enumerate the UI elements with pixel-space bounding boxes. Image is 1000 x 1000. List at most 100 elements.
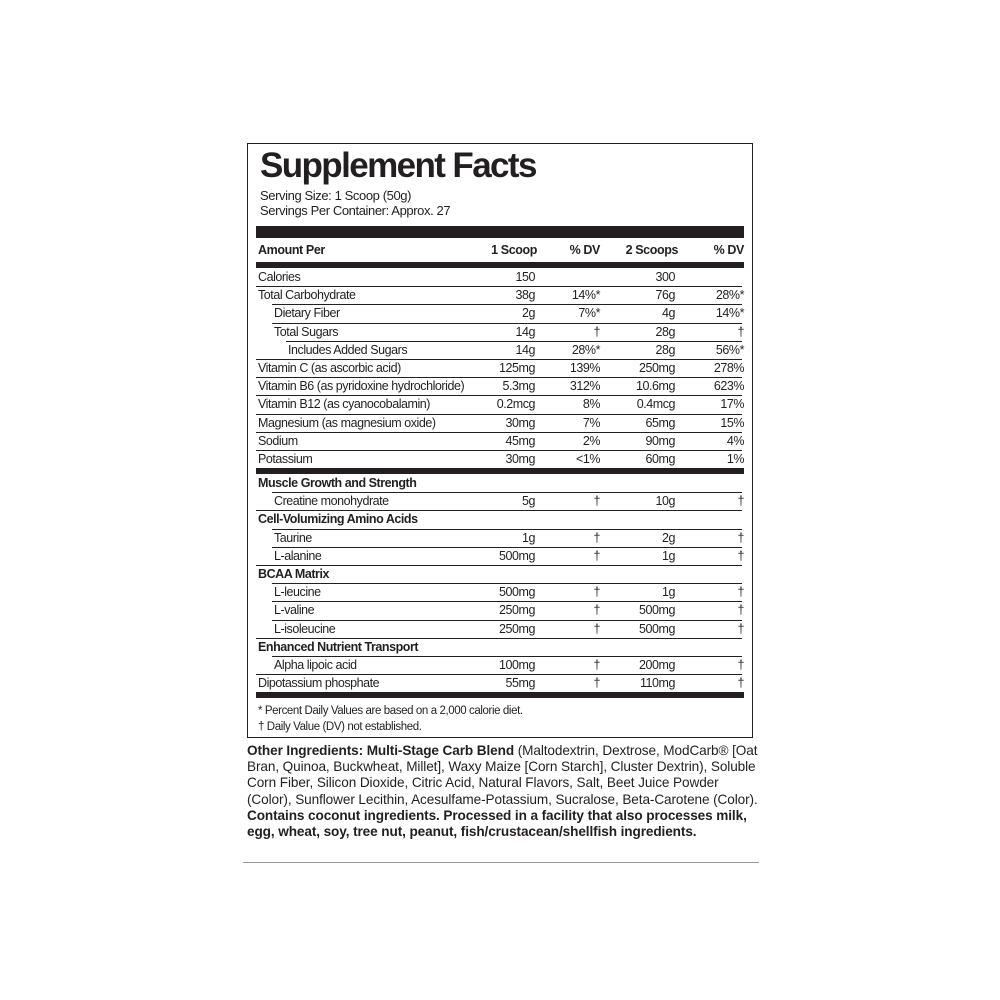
row-divider	[272, 304, 742, 306]
nutrient-table: Calories 150 300 Total Carbohydrate 38g 14%* 7…	[256, 268, 745, 699]
amount-1-scoop: 250mg	[499, 621, 535, 636]
divider-bar	[256, 262, 744, 268]
nutrient-name: Total Sugars	[274, 324, 339, 339]
amount-2-scoops: 28g	[655, 324, 675, 339]
nutrient-name: Creatine monohydrate	[274, 494, 389, 509]
panel-title: Supplement Facts	[260, 146, 537, 185]
table-row: Total Carbohydrate 38g 14%* 76g 28%*	[256, 286, 744, 304]
table-row: Vitamin B6 (as pyridoxine hydrochloride)…	[256, 377, 744, 395]
amount-2-scoops: 200mg	[639, 657, 675, 672]
table-header: Amount Per 1 Scoop % DV 2 Scoops % DV	[258, 239, 744, 261]
dv-1-scoop: <1%	[575, 451, 600, 466]
nutrient-name: BCAA Matrix	[258, 567, 329, 581]
amount-2-scoops: 1g	[661, 585, 675, 600]
dv-2-scoops: †	[737, 676, 744, 691]
supplement-facts-panel: Supplement Facts Serving Size: 1 Scoop (…	[247, 143, 753, 738]
amount-2-scoops: 500mg	[639, 603, 675, 618]
other-ingredients-label: Other Ingredients: Multi-Stage Carb Blen…	[247, 743, 515, 758]
table-row: Vitamin B12 (as cyanocobalamin) 0.2mcg 8% 0…	[256, 395, 744, 413]
nutrient-name: Includes Added Sugars	[288, 342, 408, 357]
dv-2-scoops: 56%*	[715, 342, 745, 357]
footnote-dagger: † Daily Value (DV) not established.	[258, 721, 422, 733]
dv-1-scoop: †	[593, 548, 600, 563]
table-row: L-alanine 500mg † 1g †	[256, 546, 744, 565]
nutrient-name: Sodium	[258, 433, 298, 448]
header-amount-per: Amount Per	[258, 243, 325, 257]
row-divider	[256, 413, 742, 415]
amount-2-scoops: 65mg	[645, 415, 676, 430]
dv-1-scoop: †	[593, 530, 600, 545]
section-heading: Cell-Volumizing Amino Acids	[256, 510, 744, 528]
amount-1-scoop: 5g	[521, 494, 535, 509]
dv-2-scoops: †	[737, 548, 744, 563]
dv-2-scoops: 4%	[726, 433, 745, 448]
dv-1-scoop: †	[593, 603, 600, 618]
amount-1-scoop: 14g	[515, 342, 535, 357]
table-row: Dipotassium phosphate 55mg † 110mg †	[256, 674, 744, 692]
row-divider	[256, 358, 742, 360]
serving-size: Serving Size: 1 Scoop (50g)	[260, 188, 412, 203]
amount-2-scoops: 28g	[655, 342, 675, 357]
row-divider	[272, 546, 742, 548]
dv-1-scoop: †	[593, 676, 600, 691]
amount-1-scoop: 125mg	[499, 360, 535, 375]
dv-2-scoops: †	[737, 603, 744, 618]
row-divider	[256, 395, 742, 397]
amount-2-scoops: 0.4mcg	[636, 397, 676, 412]
nutrient-name: Taurine	[274, 530, 312, 545]
row-divider	[256, 449, 742, 451]
table-row: Includes Added Sugars 14g 28%* 28g 56%*	[256, 340, 745, 359]
row-divider	[272, 583, 742, 585]
amount-2-scoops: 10.6mg	[636, 379, 675, 394]
section-heading: Enhanced Nutrient Transport	[256, 637, 744, 656]
amount-2-scoops: 250mg	[639, 360, 675, 375]
dv-2-scoops: †	[737, 324, 744, 339]
table-row: Dietary Fiber 2g 7%* 4g 14%*	[256, 304, 744, 322]
amount-1-scoop: 45mg	[505, 433, 536, 448]
amount-2-scoops: 90mg	[645, 433, 676, 448]
footnote-dv: * Percent Daily Values are based on a 2,…	[258, 705, 523, 717]
amount-2-scoops: 60mg	[645, 451, 676, 466]
dv-1-scoop: 14%*	[571, 288, 601, 303]
table-row: L-valine 250mg † 500mg †	[256, 601, 744, 619]
row-divider	[256, 674, 742, 676]
nutrient-name: L-leucine	[274, 585, 321, 600]
dv-2-scoops: †	[737, 530, 744, 545]
servings-per-container: Servings Per Container: Approx. 27	[260, 203, 451, 218]
table-row: Creatine monohydrate 5g † 10g †	[256, 492, 744, 510]
row-divider	[272, 528, 742, 530]
divider-bar	[256, 468, 744, 475]
nutrient-name: Dipotassium phosphate	[258, 676, 380, 691]
row-divider	[256, 377, 742, 379]
dv-2-scoops: 623%	[713, 379, 745, 394]
amount-1-scoop: 0.2mcg	[496, 397, 536, 412]
section-heading: BCAA Matrix	[256, 565, 744, 583]
dv-2-scoops: 1%	[726, 451, 745, 466]
table-row: L-leucine 500mg † 1g †	[256, 583, 744, 601]
dv-1-scoop: 312%	[569, 379, 601, 394]
dv-1-scoop: †	[593, 657, 600, 672]
dv-2-scoops: †	[737, 494, 744, 509]
nutrient-name: L-alanine	[274, 548, 322, 563]
header-2-scoops: 2 Scoops	[625, 243, 679, 257]
dv-2-scoops: 14%*	[715, 306, 745, 321]
nutrient-name: Alpha lipoic acid	[274, 657, 357, 672]
bottom-divider	[243, 862, 759, 863]
table-row: Alpha lipoic acid 100mg † 200mg †	[256, 655, 744, 674]
dv-1-scoop: 8%	[582, 397, 601, 412]
nutrient-name: Dietary Fiber	[274, 306, 340, 321]
other-ingredients-text: (Maltodextrin, Dextrose, ModCarb® [Oat B…	[247, 743, 758, 807]
nutrient-name: Enhanced Nutrient Transport	[258, 639, 419, 654]
amount-1-scoop: 5.3mg	[502, 379, 536, 394]
amount-1-scoop: 150	[515, 270, 535, 284]
amount-1-scoop: 500mg	[499, 548, 535, 563]
row-divider	[256, 286, 742, 288]
amount-1-scoop: 30mg	[505, 415, 536, 430]
row-divider	[272, 492, 742, 494]
divider-bar	[256, 692, 744, 699]
amount-1-scoop: 500mg	[499, 585, 535, 600]
table-row: Magnesium (as magnesium oxide) 30mg 7% 65mg…	[256, 413, 744, 432]
dv-1-scoop: 7%*	[578, 306, 600, 321]
row-divider	[256, 565, 742, 566]
dv-2-scoops: 278%	[713, 360, 745, 375]
